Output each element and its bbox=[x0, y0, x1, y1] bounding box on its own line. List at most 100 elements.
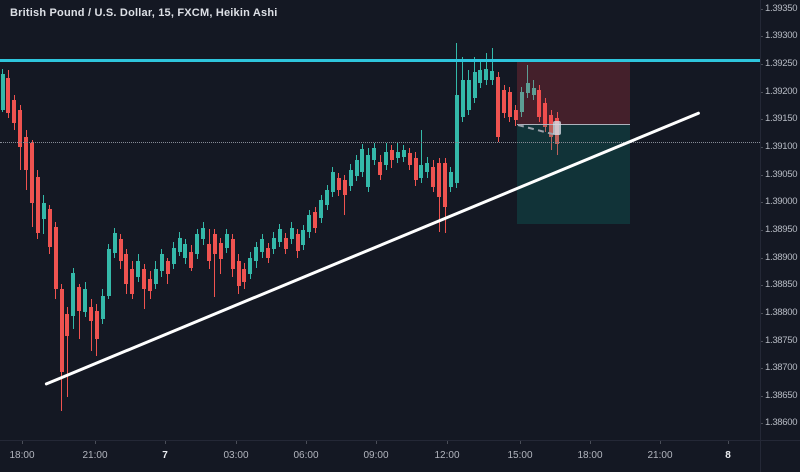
candle-wick bbox=[491, 47, 493, 86]
candle bbox=[360, 148, 365, 172]
price-axis[interactable]: 1.39350 1.39300 1.39250 1.39200 1.39150 1.391… bbox=[760, 0, 800, 440]
time-tick-label: 7 bbox=[162, 450, 168, 461]
candle bbox=[53, 226, 58, 290]
candle bbox=[271, 237, 276, 250]
candle bbox=[47, 209, 52, 247]
candle bbox=[325, 190, 329, 206]
candle bbox=[378, 161, 383, 175]
candle bbox=[248, 257, 253, 275]
resistance-line[interactable] bbox=[0, 58, 760, 62]
symbol-title[interactable]: British Pound / U.S. Dollar, 15, FXCM, H… bbox=[10, 7, 278, 19]
price-tick-mark bbox=[760, 285, 763, 287]
candle bbox=[342, 179, 347, 196]
price-tick-label: 1.39050 bbox=[765, 168, 798, 180]
short-position-stop-zone[interactable] bbox=[517, 58, 630, 125]
candle bbox=[18, 110, 23, 148]
candle bbox=[419, 164, 424, 178]
candle bbox=[460, 80, 465, 118]
candle bbox=[183, 244, 188, 258]
candle bbox=[148, 279, 152, 292]
price-tick-mark bbox=[760, 340, 763, 342]
time-tick-mark bbox=[520, 440, 521, 444]
candle bbox=[142, 269, 147, 290]
candle bbox=[366, 154, 371, 187]
candle bbox=[384, 152, 388, 165]
price-tick-label: 1.38900 bbox=[765, 251, 798, 263]
candle bbox=[431, 166, 436, 187]
price-tick-label: 1.39100 bbox=[765, 141, 798, 153]
candle bbox=[531, 88, 536, 96]
time-axis[interactable]: 18:00 21:00 7 03:00 06:00 09:00 12:00 15:00 18:0… bbox=[0, 440, 800, 472]
candle bbox=[0, 73, 5, 110]
candle bbox=[295, 234, 300, 252]
candle bbox=[490, 71, 495, 81]
position-entry-line[interactable] bbox=[517, 124, 630, 126]
candle bbox=[389, 149, 394, 160]
price-tick-mark bbox=[760, 257, 763, 259]
candle bbox=[319, 200, 324, 218]
time-tick-label: 09:00 bbox=[363, 450, 389, 461]
time-tick-mark bbox=[728, 440, 729, 444]
candle bbox=[395, 152, 400, 159]
candle bbox=[212, 234, 217, 255]
time-tick-label: 21:00 bbox=[647, 450, 673, 461]
price-tick-mark bbox=[760, 147, 763, 149]
time-tick-mark bbox=[376, 440, 377, 444]
price-axis-border bbox=[760, 0, 761, 472]
short-position-profit-zone[interactable] bbox=[517, 124, 630, 224]
price-tick-mark bbox=[760, 91, 763, 93]
candle bbox=[118, 239, 123, 262]
candle bbox=[478, 70, 483, 84]
candle bbox=[130, 269, 135, 295]
candle bbox=[12, 100, 17, 124]
time-tick-mark bbox=[165, 440, 166, 444]
candle bbox=[171, 247, 176, 265]
candle bbox=[254, 246, 259, 262]
price-tick-label: 1.39300 bbox=[765, 30, 798, 42]
price-tick-label: 1.38700 bbox=[765, 362, 798, 374]
candle bbox=[484, 68, 489, 81]
candle bbox=[236, 261, 241, 287]
candle bbox=[242, 269, 247, 283]
candle bbox=[112, 232, 117, 253]
candle bbox=[260, 239, 265, 252]
price-tick-label: 1.39200 bbox=[765, 85, 798, 97]
price-tick-mark bbox=[760, 423, 763, 425]
candle bbox=[100, 296, 105, 319]
candle bbox=[336, 177, 341, 191]
price-tick-label: 1.38750 bbox=[765, 334, 798, 346]
candle bbox=[159, 254, 164, 272]
candle bbox=[124, 254, 129, 285]
time-tick-label: 15:00 bbox=[507, 450, 533, 461]
candle bbox=[30, 143, 34, 203]
candle bbox=[41, 202, 46, 220]
price-tick-mark bbox=[760, 174, 763, 176]
candle bbox=[277, 229, 282, 242]
candle bbox=[549, 114, 554, 138]
candle bbox=[401, 149, 406, 157]
candle bbox=[407, 153, 412, 165]
candle bbox=[189, 251, 194, 268]
candle bbox=[165, 261, 170, 275]
candle bbox=[83, 289, 88, 313]
candle bbox=[283, 237, 288, 250]
price-tick-mark bbox=[760, 36, 763, 38]
price-tick-label: 1.39150 bbox=[765, 113, 798, 125]
time-tick-mark bbox=[590, 440, 591, 444]
time-tick-mark bbox=[660, 440, 661, 444]
candle bbox=[448, 171, 453, 187]
price-tick-mark bbox=[760, 119, 763, 121]
candlestick-pane[interactable] bbox=[0, 0, 760, 440]
price-tick-label: 1.38850 bbox=[765, 279, 798, 291]
time-tick-label: 21:00 bbox=[82, 450, 108, 461]
candle-wick bbox=[66, 307, 68, 397]
price-tick-mark bbox=[760, 64, 763, 66]
candle bbox=[425, 163, 430, 172]
price-tick-mark bbox=[760, 229, 763, 231]
candle bbox=[466, 80, 471, 110]
position-drag-handle[interactable] bbox=[553, 121, 561, 136]
candle bbox=[177, 237, 182, 252]
price-tick-mark bbox=[760, 202, 763, 204]
price-tick-label: 1.39000 bbox=[765, 196, 798, 208]
